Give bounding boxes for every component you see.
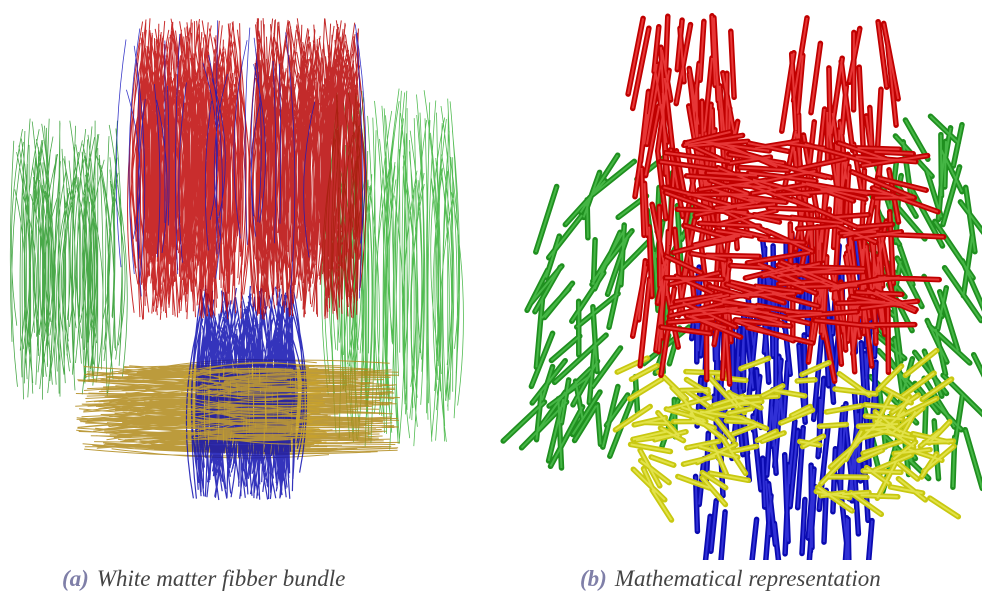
page: Figure {"figure": {"subfigures": [ {"lab… <box>0 0 982 597</box>
red-bundle <box>249 18 367 320</box>
caption-text: White matter fibber bundle <box>97 566 346 591</box>
green-bundle <box>10 119 127 400</box>
caption-a: (a) White matter fibber bundle <box>62 566 345 592</box>
caption-b: (b) Mathematical representation <box>580 566 881 592</box>
fiber-bundle-image <box>10 18 463 500</box>
caption-label: (b) <box>580 566 607 591</box>
figure: (a) White matter fibber bundle (b) Mathema… <box>0 0 982 597</box>
caption-text: Mathematical representation <box>615 566 881 591</box>
caption-label: (a) <box>62 566 89 591</box>
red-bundle <box>128 18 251 320</box>
figure-images <box>0 0 982 560</box>
tube-representation-image <box>503 16 982 560</box>
